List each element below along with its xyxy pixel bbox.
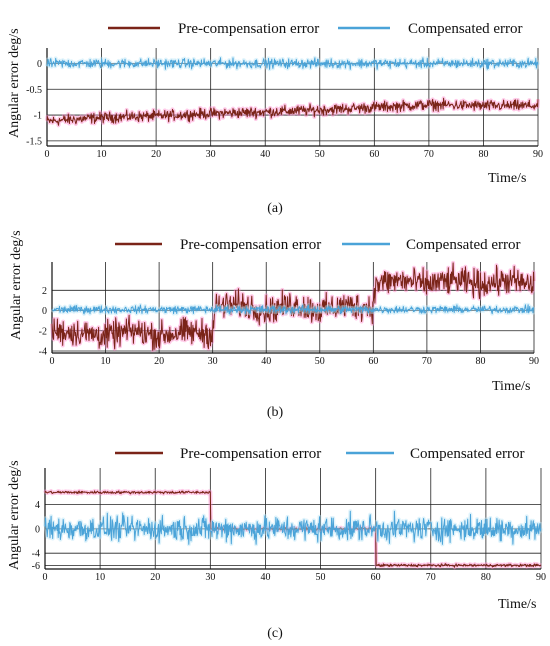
x-tick-label: 10 (95, 572, 105, 583)
y-tick-label: 0 (37, 59, 42, 70)
y-axis-title: Angular error deg/s (7, 460, 22, 570)
x-tick-label: 0 (43, 572, 48, 583)
legend: Pre-compensation error Compensated error (115, 446, 525, 462)
x-tick-label: 70 (422, 356, 432, 367)
y-axis-title: Angular error deg/s (9, 230, 24, 340)
x-tick-label: 60 (369, 149, 379, 160)
x-tick-label: 80 (475, 356, 485, 367)
x-axis-title: Time/s (488, 171, 526, 186)
y-tick-label: -6 (32, 561, 40, 572)
x-tick-label: 50 (316, 572, 326, 583)
y-axis-title: Angular error deg/s (7, 28, 22, 138)
panel-caption: (a) (267, 201, 283, 216)
legend-label-comp: Compensated error (408, 21, 523, 37)
legend-label-comp: Compensated error (406, 237, 521, 253)
y-tick-label: -1 (34, 111, 42, 122)
x-tick-label: 70 (426, 572, 436, 583)
x-tick-label: 50 (315, 149, 325, 160)
x-tick-label: 90 (536, 572, 546, 583)
y-tick-label: -4 (39, 346, 47, 357)
x-tick-label: 90 (529, 356, 539, 367)
x-tick-label: 40 (260, 149, 270, 160)
y-tick-label: 0 (42, 306, 47, 317)
x-tick-label: 50 (315, 356, 325, 367)
x-tick-label: 40 (261, 356, 271, 367)
legend-label-pre: Pre-compensation error (178, 21, 319, 37)
legend: Pre-compensation error Compensated error (115, 237, 521, 253)
y-tick-label: 2 (42, 286, 47, 297)
x-tick-label: 40 (260, 572, 270, 583)
panel-caption: (c) (267, 626, 283, 641)
x-tick-label: 60 (368, 356, 378, 367)
y-tick-label: -2 (39, 326, 47, 337)
legend-label-comp: Compensated error (410, 446, 525, 462)
y-tick-label: 4 (35, 500, 40, 511)
x-tick-label: 20 (151, 149, 161, 160)
x-tick-label: 30 (208, 356, 218, 367)
panel-c: Pre-compensation error Compensated error… (7, 446, 546, 641)
x-tick-label: 10 (97, 149, 107, 160)
x-axis-title: Time/s (492, 379, 530, 394)
series-line-compensated (46, 57, 539, 70)
legend-label-pre: Pre-compensation error (180, 237, 321, 253)
panel-b: Pre-compensation error Compensated error… (9, 230, 539, 420)
x-tick-label: 20 (150, 572, 160, 583)
legend-label-pre: Pre-compensation error (180, 446, 321, 462)
x-tick-label: 30 (206, 149, 216, 160)
y-tick-label: 0 (35, 524, 40, 535)
x-tick-label: 80 (478, 149, 488, 160)
y-tick-label: -0.5 (26, 85, 42, 96)
y-tick-label: -1.5 (26, 136, 42, 147)
x-axis-title: Time/s (498, 597, 536, 612)
x-tick-label: 60 (371, 572, 381, 583)
panel-caption: (b) (267, 405, 284, 420)
x-tick-label: 90 (533, 149, 543, 160)
x-tick-label: 70 (424, 149, 434, 160)
x-tick-label: 10 (101, 356, 111, 367)
x-tick-label: 0 (45, 149, 50, 160)
series-line-pre-compensation (46, 97, 539, 126)
panel-a: Pre-compensation error Compensated error… (7, 21, 543, 216)
y-tick-label: -4 (32, 549, 40, 560)
x-tick-label: 0 (50, 356, 55, 367)
series-line-compensated (44, 510, 542, 545)
series-line-compensated (51, 304, 535, 315)
x-tick-label: 30 (205, 572, 215, 583)
x-tick-label: 20 (154, 356, 164, 367)
legend: Pre-compensation error Compensated error (108, 21, 523, 37)
x-tick-label: 80 (481, 572, 491, 583)
